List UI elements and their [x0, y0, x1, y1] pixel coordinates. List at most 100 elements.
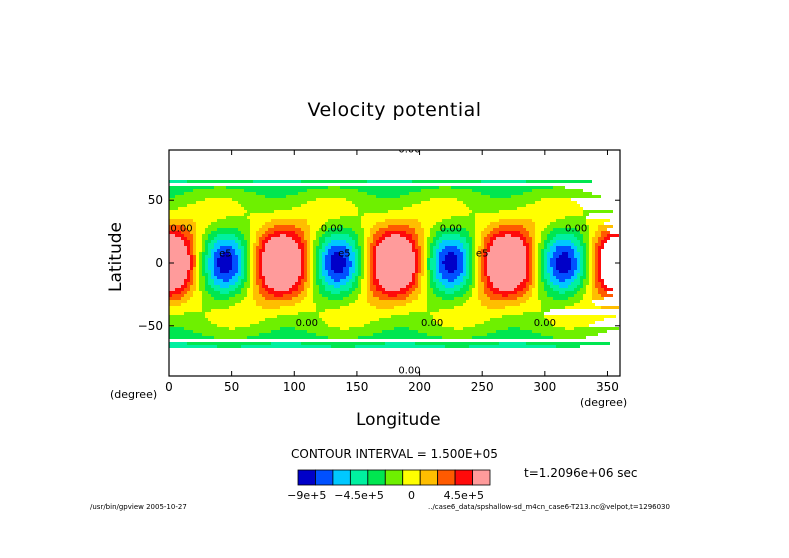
contour-band: [196, 243, 202, 246]
contour-band: [535, 255, 538, 258]
contour-band: [484, 246, 487, 249]
contour-band: [307, 279, 310, 282]
contour-band: [181, 291, 187, 294]
contour-band: [328, 243, 349, 246]
contour-band: [361, 246, 364, 249]
contour-band: [535, 279, 538, 282]
contour-band: [169, 219, 193, 222]
contour-band: [541, 234, 547, 237]
contour-band: [472, 258, 475, 261]
contour-band: [415, 252, 418, 255]
contour-band: [490, 195, 511, 198]
contour-band: [274, 210, 358, 213]
contour-band: [535, 267, 538, 270]
contour-band: [463, 261, 466, 264]
contour-band: [460, 249, 466, 252]
contour-band: [466, 273, 469, 276]
contour-band: [307, 240, 310, 243]
contour-band: [409, 327, 454, 330]
contour-band: [577, 258, 580, 261]
contour-band: [322, 264, 325, 267]
contour-band: [478, 297, 490, 300]
contour-band: [313, 288, 319, 291]
contour-band: [592, 249, 595, 252]
contour-band: [202, 249, 205, 252]
contour-band: [589, 276, 592, 279]
contour-band: [313, 285, 319, 288]
contour-band: [538, 243, 544, 246]
contour-band: [349, 273, 352, 276]
contour-band: [334, 270, 343, 273]
contour-band: [325, 285, 334, 288]
contour-band: [388, 225, 409, 228]
contour-band: [205, 249, 208, 252]
contour-band: [553, 252, 562, 255]
contour-band: [367, 273, 370, 276]
contour-band: [442, 282, 460, 285]
contour-label: e5: [476, 249, 489, 260]
contour-band: [256, 192, 298, 195]
colorbar-swatch: [419, 469, 439, 486]
contour-band: [307, 288, 313, 291]
contour-band: [598, 273, 601, 276]
contour-band: [304, 252, 307, 255]
contour-band: [541, 198, 571, 201]
colorbar-swatch: [297, 469, 316, 486]
contour-band: [415, 267, 418, 270]
contour-band: [487, 267, 526, 270]
contour-band: [589, 252, 592, 255]
contour-band: [319, 240, 325, 243]
contour-band: [247, 261, 250, 264]
contour-band: [199, 252, 202, 255]
contour-band: [202, 237, 208, 240]
contour-band: [259, 321, 325, 324]
contour-band: [532, 282, 535, 285]
contour-band: [169, 189, 193, 192]
contour-band: [559, 291, 565, 294]
contour-band: [325, 258, 331, 261]
contour-band: [259, 288, 265, 291]
contour-band: [250, 231, 256, 234]
contour-band: [238, 228, 250, 231]
contour-band: [205, 276, 208, 279]
contour-band: [550, 231, 580, 234]
contour-band: [202, 294, 211, 297]
contour-band: [481, 261, 484, 264]
contour-band: [280, 234, 286, 237]
contour-band: [205, 261, 208, 264]
contour-band: [307, 255, 310, 258]
contour-band: [346, 246, 352, 249]
contour-band: [256, 273, 259, 276]
contour-band: [199, 258, 202, 261]
contour-band: [199, 261, 202, 264]
contour-band: [373, 279, 379, 282]
contour-band: [418, 240, 424, 243]
contour-band: [583, 258, 586, 261]
contour-band: [448, 270, 454, 273]
contour-band: [352, 261, 355, 264]
contour-band: [538, 261, 541, 264]
contour-band: [310, 285, 313, 288]
contour-band: [577, 228, 589, 231]
contour-band: [430, 273, 433, 276]
contour-band: [544, 267, 547, 270]
contour-band: [436, 258, 439, 261]
contour-band: [418, 270, 421, 273]
contour-band: [580, 252, 583, 255]
contour-band: [235, 240, 241, 243]
contour-band: [364, 267, 367, 270]
contour-band: [364, 258, 367, 261]
contour-band: [592, 255, 595, 258]
contour-band: [583, 273, 586, 276]
contour-band: [190, 270, 193, 273]
contour-band: [517, 285, 526, 288]
contour-band: [598, 270, 601, 273]
contour-band: [301, 249, 304, 252]
contour-band: [604, 288, 613, 291]
contour-band: [169, 264, 190, 267]
contour-band: [313, 270, 316, 273]
contour-band: [250, 264, 253, 267]
contour-band: [586, 273, 589, 276]
contour-band: [415, 261, 418, 264]
contour-band: [169, 180, 187, 183]
